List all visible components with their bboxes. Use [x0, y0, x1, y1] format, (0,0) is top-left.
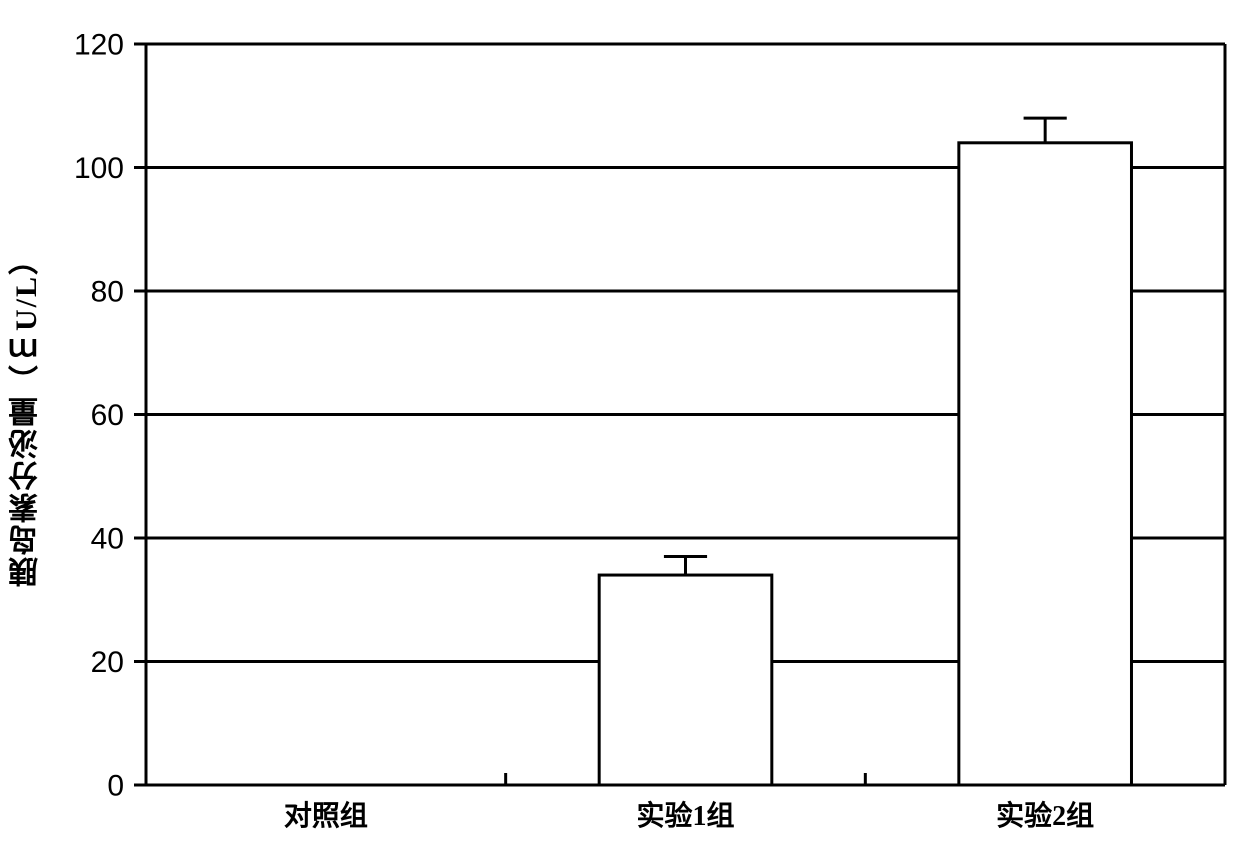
- y-tick-label: 60: [91, 399, 124, 432]
- y-tick-label: 0: [107, 770, 124, 803]
- y-tick-label: 100: [74, 152, 124, 185]
- x-tick-label: 对照组: [284, 800, 368, 832]
- chart-svg: 0 20 40 60 80 100 120 对照组 实验1组 实验2组: [0, 0, 1240, 852]
- y-tick-label: 40: [91, 523, 124, 556]
- bar-chart: 0 20 40 60 80 100 120 对照组 实验1组 实验2组 胰岛素分泌量（ｍU/L）: [0, 0, 1240, 852]
- y-tick-label: 20: [91, 646, 124, 679]
- x-tick-label: 实验2组: [996, 799, 1094, 832]
- x-tick-label: 实验1组: [636, 799, 734, 832]
- y-axis-label: 胰岛素分泌量（ｍU/L）: [12, 165, 42, 665]
- y-tick-label: 80: [91, 276, 124, 309]
- y-tick-label: 120: [74, 29, 124, 62]
